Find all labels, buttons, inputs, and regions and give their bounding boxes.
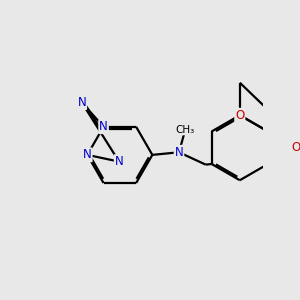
Text: N: N	[77, 96, 86, 109]
Text: N: N	[83, 148, 92, 161]
Text: N: N	[175, 146, 183, 159]
Text: CH₃: CH₃	[175, 124, 194, 134]
Text: O: O	[235, 109, 244, 122]
Text: N: N	[115, 155, 124, 168]
Text: N: N	[99, 120, 108, 133]
Text: O: O	[292, 141, 300, 154]
